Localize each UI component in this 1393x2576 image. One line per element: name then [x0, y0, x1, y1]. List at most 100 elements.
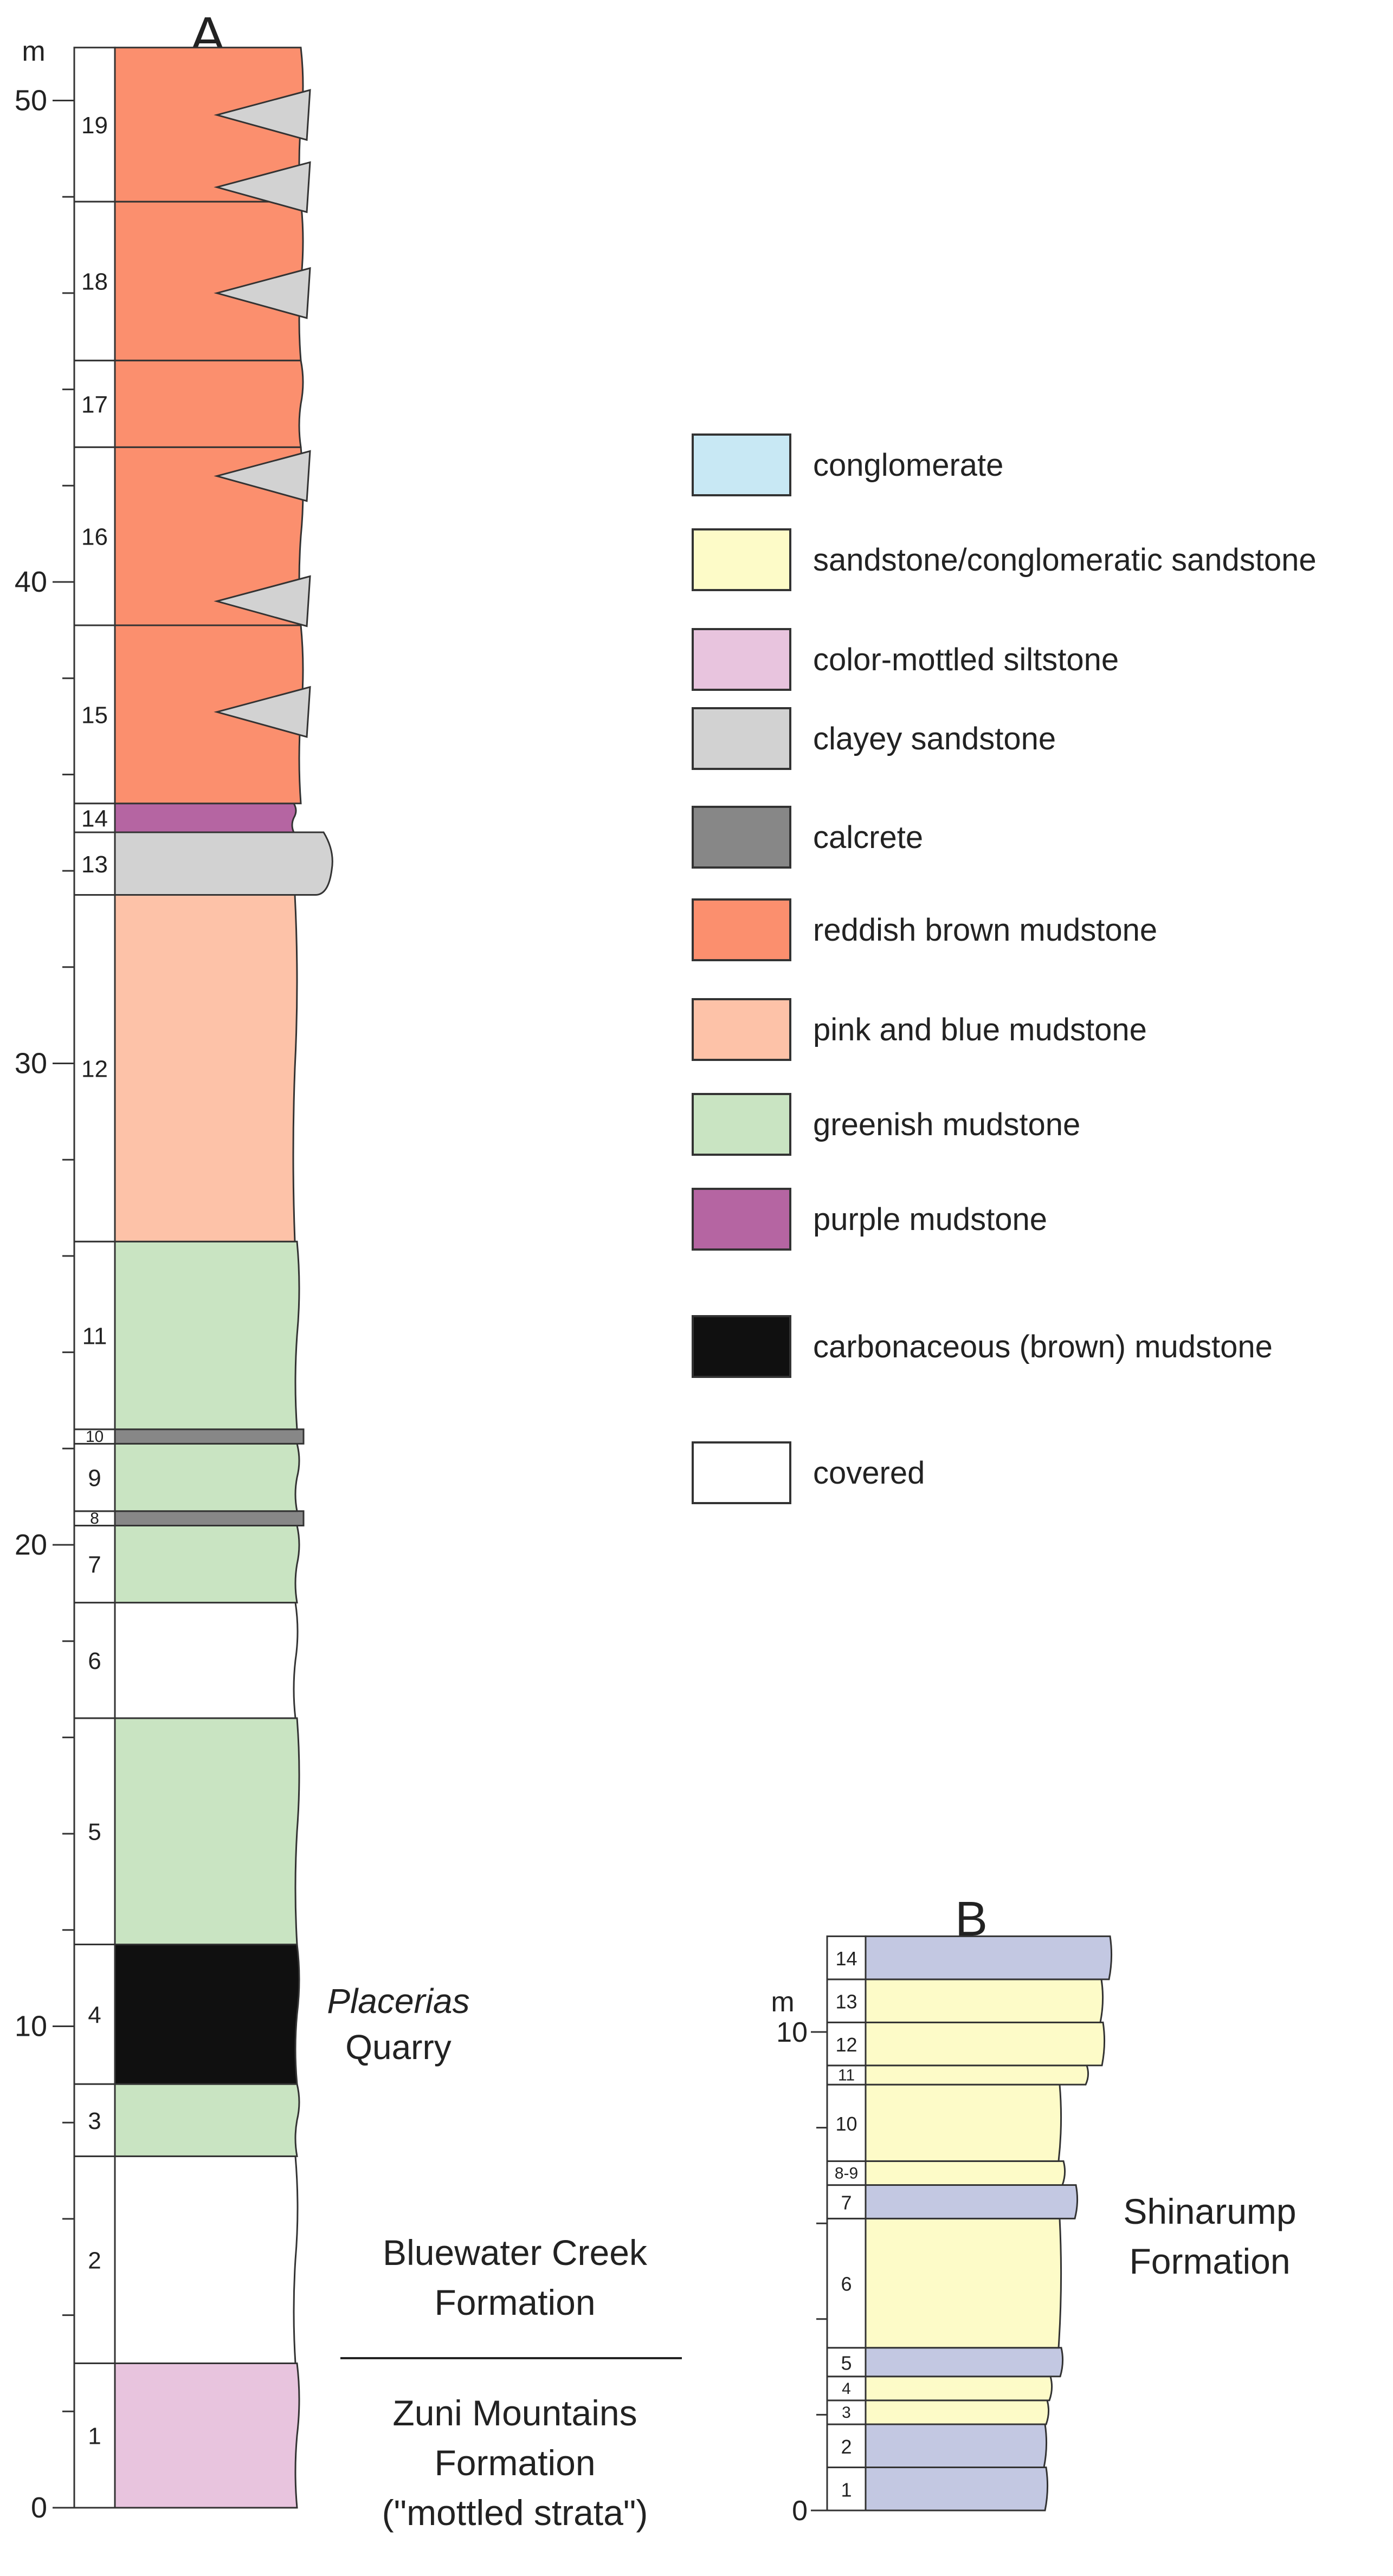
legend-swatch-pink-and-blue-mudstone [692, 998, 791, 1061]
legend-label-sandstone-conglomeratic-sandstone: sandstone/conglomeratic sandstone [813, 542, 1317, 578]
unit-a-17-reddish-brown-mudstone [114, 359, 304, 448]
upper-formation-word: Formation [434, 2282, 595, 2322]
unit-a-11-greenish-mudstone [114, 1240, 300, 1431]
unit-a-14-purple-mudstone [114, 802, 297, 833]
unit-a-id-cell [73, 1943, 116, 2085]
column-b-unit: m [771, 1986, 794, 2018]
legend-label-conglomerate: conglomerate [813, 448, 1003, 483]
shinarump-formation-word: Formation [1129, 2241, 1290, 2281]
legend-swatch-clayey-sandstone [692, 707, 791, 770]
axis-a-tick-label: 10 [15, 2010, 47, 2043]
axis-b-tick-label: 0 [792, 2495, 808, 2527]
unit-a-number: 11 [82, 1323, 107, 1350]
unit-b-number: 8-9 [835, 2164, 858, 2182]
unit-a-9-greenish-mudstone [114, 1442, 300, 1512]
legend-label-purple-mudstone: purple mudstone [813, 1202, 1047, 1237]
unit-b-11-sandstone-conglomeratic-sandstone [865, 2064, 1089, 2086]
unit-b-2-conglomerate [865, 2423, 1048, 2469]
unit-a-id-cell [73, 1717, 116, 1945]
unit-a-id-cell [73, 1240, 116, 1431]
unit-a-number: 4 [88, 2002, 101, 2028]
unit-b-number: 12 [835, 2034, 857, 2056]
unit-a-number: 5 [88, 1819, 101, 1846]
unit-a-number: 17 [81, 391, 108, 418]
clayey-sandstone-lens [214, 161, 311, 213]
unit-b-id-cell [826, 2376, 867, 2402]
legend-swatch-carbonaceous-brown-mudstone [692, 1315, 791, 1378]
unit-a-3-greenish-mudstone [114, 2083, 300, 2157]
unit-a-number: 1 [88, 2423, 101, 2450]
unit-b-id-cell [826, 2467, 867, 2512]
unit-a-13-clayey-sandstone [114, 831, 333, 896]
legend-label-pink-and-blue-mudstone: pink and blue mudstone [813, 1012, 1147, 1047]
unit-a-id-cell [73, 1524, 116, 1604]
unit-a-number: 3 [88, 2108, 101, 2134]
unit-b-id-cell [826, 2423, 867, 2469]
unit-b-number: 2 [841, 2436, 852, 2458]
unit-a-4-carbonaceous-brown-mudstone [114, 1943, 300, 2085]
lower-formation-nickname: ("mottled strata") [382, 2493, 648, 2533]
upper-formation-name: Bluewater Creek [383, 2232, 648, 2273]
unit-a-number: 13 [81, 851, 108, 878]
legend-swatch-purple-mudstone [692, 1188, 791, 1251]
unit-a-number: 12 [81, 1056, 108, 1082]
legend-label-covered: covered [813, 1455, 925, 1491]
unit-b-14-conglomerate [865, 1935, 1113, 1980]
unit-a-number: 7 [88, 1552, 101, 1578]
legend-swatch-greenish-mudstone [692, 1093, 791, 1156]
unit-a-id-cell [73, 2362, 116, 2509]
unit-b-id-cell [826, 2083, 867, 2162]
legend-swatch-covered [692, 1441, 791, 1504]
legend-label-clayey-sandstone: clayey sandstone [813, 721, 1056, 756]
unit-b-6-sandstone-conglomeratic-sandstone [865, 2217, 1062, 2349]
unit-b-3-sandstone-conglomeratic-sandstone [865, 2399, 1050, 2425]
legend-swatch-calcrete [692, 806, 791, 869]
unit-a-id-cell [73, 200, 116, 361]
clayey-sandstone-lens [214, 575, 311, 627]
unit-a-number: 15 [81, 702, 108, 728]
legend-label-greenish-mudstone: greenish mudstone [813, 1107, 1080, 1142]
legend-swatch-sandstone-conglomeratic-sandstone [692, 528, 791, 591]
unit-a-number: 2 [88, 2247, 101, 2274]
unit-a-2-covered [114, 2155, 299, 2364]
unit-b-number: 4 [842, 2380, 851, 2398]
quarry-label-word: Quarry [345, 2028, 452, 2067]
unit-b-4-sandstone-conglomeratic-sandstone [865, 2376, 1053, 2402]
clayey-sandstone-lens [214, 89, 311, 141]
unit-a-number: 6 [88, 1648, 101, 1674]
unit-a-number: 9 [88, 1465, 101, 1492]
unit-a-number: 10 [86, 1428, 104, 1446]
unit-a-id-cell [73, 1602, 116, 1719]
unit-a-number: 16 [81, 524, 108, 551]
unit-a-id-cell [73, 2155, 116, 2364]
unit-a-8-calcrete [114, 1510, 305, 1526]
unit-b-number: 11 [838, 2066, 855, 2084]
legend: conglomerate sandstone/conglomeratic sand… [692, 433, 1317, 1504]
unit-a-id-cell [73, 446, 116, 626]
axis-a-tick-label: 30 [15, 1047, 47, 1080]
legend-swatch-color-mottled-siltstone [692, 628, 791, 691]
unit-a-id-cell [73, 1428, 116, 1445]
axis-a-tick-label: 50 [15, 85, 47, 117]
unit-b-number: 13 [835, 1991, 857, 2013]
legend-label-calcrete: calcrete [813, 820, 923, 855]
unit-a-number: 19 [81, 112, 108, 139]
unit-b-number: 5 [841, 2352, 852, 2374]
unit-b-number: 14 [835, 1947, 857, 1970]
unit-a-7-greenish-mudstone [114, 1524, 300, 1604]
legend-label-color-mottled-siltstone: color-mottled siltstone [813, 642, 1119, 677]
quarry-label-species: Placerias [327, 1982, 469, 2021]
legend-swatch-reddish-brown-mudstone [692, 898, 791, 961]
axis-a-tick-label: 0 [31, 2491, 47, 2524]
clayey-sandstone-lens [214, 450, 311, 502]
lower-formation-word: Formation [434, 2443, 595, 2483]
unit-b-7-conglomerate [865, 2184, 1079, 2219]
clayey-sandstone-lens [214, 685, 311, 738]
unit-a-5-greenish-mudstone [114, 1717, 300, 1945]
unit-a-1-color-mottled-siltstone [114, 2362, 300, 2509]
unit-a-id-cell [73, 47, 116, 203]
unit-a-10-calcrete [114, 1428, 305, 1445]
unit-b-id-cell [826, 1935, 867, 1980]
